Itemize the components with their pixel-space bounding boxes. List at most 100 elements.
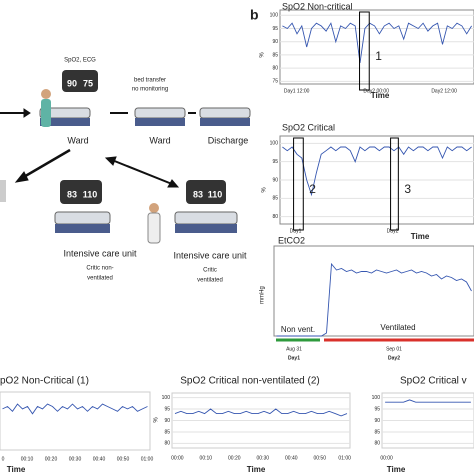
doctor xyxy=(147,212,161,244)
y-tick-label: 90 xyxy=(272,39,278,45)
x-tick-label: 00:50 xyxy=(117,456,130,462)
doctor xyxy=(149,203,159,213)
monitor-value: 75 xyxy=(83,78,93,88)
y-tick-label: 80 xyxy=(272,214,278,220)
x-tick-label: Day1 12:00 xyxy=(284,88,310,94)
label: Discharge xyxy=(208,135,249,145)
bed xyxy=(134,107,186,119)
arrowhead xyxy=(167,179,180,188)
x-sub-label: Day2 xyxy=(388,355,400,361)
y-tick-label: 95 xyxy=(374,406,380,412)
y-axis-label: % xyxy=(154,417,160,423)
bed xyxy=(40,118,90,126)
monitor xyxy=(62,70,98,92)
x-tick-label: 00:20 xyxy=(228,455,241,461)
x-tick-label: 00:10 xyxy=(200,455,213,461)
highlight-box xyxy=(359,11,370,91)
x-tick-label: 0 xyxy=(2,456,5,462)
x-tick-label: 01:00 xyxy=(338,455,351,461)
y-axis-label: % xyxy=(262,187,268,193)
label: Critic non- xyxy=(86,266,113,272)
plot-frame xyxy=(0,391,151,451)
box-label: 3 xyxy=(404,182,411,196)
y-tick-label: 95 xyxy=(272,159,278,165)
x-axis-label: Time xyxy=(247,465,266,474)
label: ventilated xyxy=(197,278,223,284)
y-axis-label: % xyxy=(260,52,266,58)
trace xyxy=(282,146,472,197)
arrow xyxy=(21,148,71,180)
y-tick-label: 85 xyxy=(272,196,278,202)
icons xyxy=(0,70,251,244)
monitor-value: 83 xyxy=(193,189,203,199)
label: Critic xyxy=(203,268,217,274)
x-tick-label: Aug 31 xyxy=(286,346,302,352)
y-tick-label: 80 xyxy=(164,441,170,447)
x-tick-label: 00:20 xyxy=(45,456,58,462)
y-tick-label: 100 xyxy=(270,141,279,147)
x-tick-label: 01:00 xyxy=(141,456,154,462)
bed xyxy=(199,107,251,119)
nurse xyxy=(41,99,51,127)
monitor xyxy=(60,180,102,204)
y-tick-label: 85 xyxy=(164,429,170,435)
x-tick-label: 00:30 xyxy=(69,456,82,462)
x-tick-label: 00:30 xyxy=(257,455,270,461)
x-axis-label: Time xyxy=(387,465,406,474)
x-tick-label: 00:40 xyxy=(93,456,106,462)
y-tick-label: 90 xyxy=(164,418,170,424)
x-tick-label: 00:00 xyxy=(380,455,393,461)
x-tick-label: 00:00 xyxy=(171,455,184,461)
y-tick-label: 80 xyxy=(374,441,380,447)
label: Ward xyxy=(149,135,170,145)
box-label: 2 xyxy=(309,182,316,196)
monitor-value: 110 xyxy=(208,189,223,199)
label: Ward xyxy=(67,135,88,145)
y-tick-label: 75 xyxy=(272,79,278,85)
icon-cut xyxy=(0,180,6,202)
label: no monitoring xyxy=(132,87,168,93)
y-tick-label: 100 xyxy=(270,13,279,19)
bed xyxy=(54,211,111,225)
plot-frame xyxy=(273,245,474,337)
highlight-box xyxy=(390,137,399,231)
chart-title: SpO2 Critical xyxy=(282,122,335,132)
trace xyxy=(174,408,348,417)
x-tick-label: Day1 xyxy=(290,228,302,234)
x-axis-label: Time xyxy=(371,91,390,100)
label: SpO2, ECG xyxy=(64,58,96,64)
y-tick-label: 100 xyxy=(372,395,381,401)
arrow xyxy=(111,159,173,185)
label: Intensive care unit xyxy=(63,248,137,258)
label: ventilated xyxy=(87,276,113,282)
x-tick-label: 00:50 xyxy=(313,455,326,461)
chart-title: EtCO2 xyxy=(278,235,305,245)
label: Intensive care unit xyxy=(173,250,247,260)
y-tick-label: 80 xyxy=(272,65,278,71)
bed xyxy=(55,224,110,233)
monitor xyxy=(186,180,226,204)
x-tick-label: Day2 00:00 xyxy=(363,88,389,94)
y-axis-label: mmHg xyxy=(260,286,266,304)
trace xyxy=(282,22,472,63)
highlight-box xyxy=(293,137,304,231)
monitor-value: 83 xyxy=(67,189,77,199)
arrowhead xyxy=(104,156,117,166)
panel-label: b xyxy=(250,7,259,23)
box-label: 1 xyxy=(375,49,382,63)
x-tick-label: Day2 xyxy=(387,228,399,234)
phase-label: Non vent. xyxy=(281,325,315,334)
nurse xyxy=(41,89,51,99)
chart-title: SpO2 Non-critical xyxy=(282,1,353,11)
bed xyxy=(200,118,250,126)
x-tick-label: 00:10 xyxy=(21,456,34,462)
x-tick-label: 00:40 xyxy=(285,455,298,461)
diagram xyxy=(0,108,196,188)
bed xyxy=(135,118,185,126)
x-tick-label: Day2 12:00 xyxy=(431,88,457,94)
x-axis-label: Time xyxy=(7,465,26,474)
y-tick-label: 85 xyxy=(374,429,380,435)
bed xyxy=(175,224,237,233)
chart-title: SpO2 Critical non-ventilated (2) xyxy=(180,376,320,387)
